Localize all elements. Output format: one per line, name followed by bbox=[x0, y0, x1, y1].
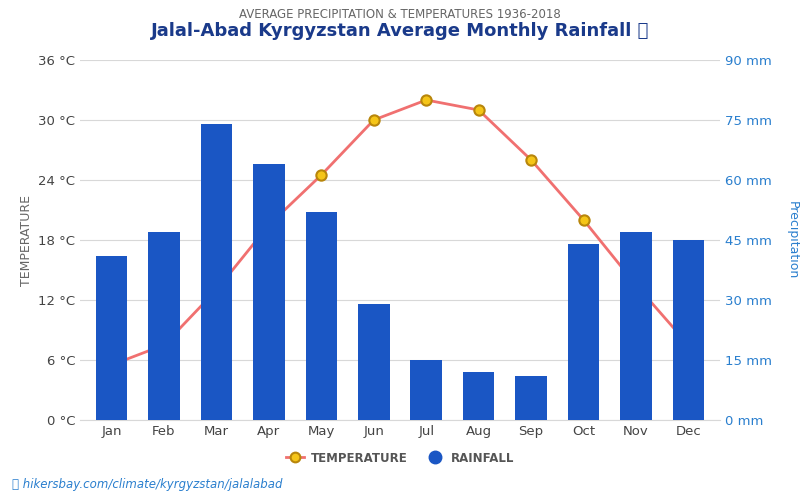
Bar bbox=[515, 376, 547, 420]
Title: AVERAGE PRECIPITATION & TEMPERATURES 1936-2018: AVERAGE PRECIPITATION & TEMPERATURES 193… bbox=[239, 8, 561, 22]
Point bbox=[578, 216, 590, 224]
Bar bbox=[148, 232, 180, 420]
Bar bbox=[673, 240, 704, 420]
Point bbox=[105, 361, 118, 369]
Point bbox=[158, 341, 170, 349]
Bar bbox=[306, 212, 337, 420]
Point bbox=[682, 341, 695, 349]
Point bbox=[262, 221, 275, 229]
Point bbox=[630, 281, 642, 289]
Y-axis label: Precipitation: Precipitation bbox=[786, 201, 798, 279]
Text: 📍 hikersbay.com/climate/kyrgyzstan/jalalabad: 📍 hikersbay.com/climate/kyrgyzstan/jalal… bbox=[12, 478, 282, 491]
Text: Jalal-Abad Kyrgyzstan Average Monthly Rainfall 🌧: Jalal-Abad Kyrgyzstan Average Monthly Ra… bbox=[151, 22, 649, 40]
Bar bbox=[253, 164, 285, 420]
Point bbox=[315, 171, 328, 179]
Point bbox=[472, 106, 485, 114]
Bar bbox=[358, 304, 390, 420]
Legend: TEMPERATURE, RAINFALL: TEMPERATURE, RAINFALL bbox=[281, 446, 519, 469]
Point bbox=[367, 116, 380, 124]
Bar bbox=[96, 256, 127, 420]
Point bbox=[525, 156, 538, 164]
Bar bbox=[620, 232, 652, 420]
Bar bbox=[201, 124, 232, 420]
Y-axis label: TEMPERATURE: TEMPERATURE bbox=[21, 194, 34, 286]
Point bbox=[420, 96, 433, 104]
Bar bbox=[410, 360, 442, 420]
Bar bbox=[568, 244, 599, 420]
Bar bbox=[463, 372, 494, 420]
Point bbox=[210, 286, 222, 294]
